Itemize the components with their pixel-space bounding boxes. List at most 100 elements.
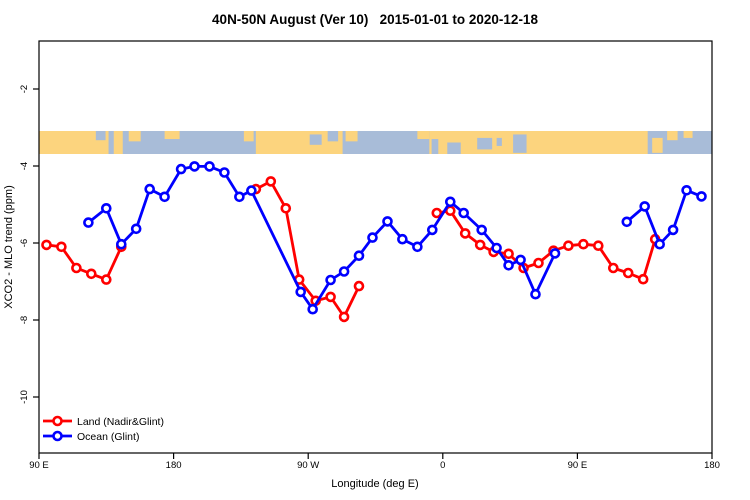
map-strip-land-segment	[128, 131, 141, 142]
series-line	[435, 209, 657, 281]
data-point-marker	[426, 224, 438, 236]
data-point-marker	[503, 259, 514, 271]
data-point-marker	[412, 241, 423, 253]
y-axis-tick-label: -4	[19, 162, 30, 170]
data-point-marker	[515, 254, 526, 266]
map-strip-land-segment	[243, 131, 254, 142]
data-point-marker	[592, 240, 604, 251]
legend-marker-sample	[52, 415, 63, 427]
map-strip-land-segment	[345, 131, 358, 142]
data-point-marker	[71, 262, 82, 274]
data-point-marker	[353, 280, 365, 292]
data-point-marker	[367, 232, 378, 243]
data-point-marker	[130, 223, 142, 235]
x-axis-title: Longitude (deg E)	[331, 478, 418, 490]
data-point-marker	[397, 233, 408, 245]
data-point-marker	[533, 257, 544, 269]
data-point-marker	[83, 217, 94, 228]
data-point-marker	[696, 191, 707, 202]
plot-border	[38, 40, 713, 454]
series-line	[254, 179, 361, 319]
y-axis-tick-label: -10	[19, 390, 30, 404]
data-point-marker	[530, 288, 541, 300]
series-line	[625, 188, 703, 246]
data-point-marker	[204, 161, 215, 172]
map-strip-water-patch	[309, 134, 322, 145]
data-point-marker	[338, 266, 350, 277]
data-point-marker	[86, 268, 97, 280]
legend-label-land: Land (Nadir&Glint)	[77, 416, 164, 428]
map-strip-land-segment	[417, 131, 430, 140]
data-point-marker	[56, 241, 67, 253]
data-point-marker	[101, 274, 112, 285]
x-axis-tick-label: 0	[440, 460, 445, 471]
data-point-marker	[338, 311, 350, 323]
data-point-marker	[41, 239, 52, 251]
map-strip-water-patch	[431, 139, 439, 154]
data-point-marker	[101, 203, 112, 214]
map-strip-land-segment	[113, 131, 123, 154]
x-axis-tick-label: 90 E	[568, 460, 588, 471]
map-strip-land-segment	[652, 137, 663, 153]
chart-generated-content: 90 E 180 90 W 0 90 E 180 -2 -4 -6 -8 -10	[19, 40, 720, 471]
data-point-marker	[491, 242, 502, 254]
map-strip-water-patch	[95, 131, 106, 141]
map-strip-land-segment	[667, 131, 678, 141]
map-strip-land-segment	[164, 131, 180, 140]
legend-marker-sample	[52, 430, 63, 442]
y-axis-title: XCO2 - MLO trend (ppm)	[3, 185, 15, 308]
x-axis-tick-label: 180	[166, 460, 182, 471]
data-point-marker	[295, 286, 307, 298]
data-point-marker	[459, 228, 471, 239]
map-strip-water-patch	[447, 142, 461, 154]
x-axis-tick-label: 90 W	[297, 460, 319, 471]
data-point-marker	[382, 216, 393, 227]
map-strip-land-segment	[683, 131, 693, 138]
data-point-marker	[175, 163, 187, 175]
data-point-marker	[280, 203, 292, 214]
data-point-marker	[622, 267, 634, 279]
data-point-marker	[681, 185, 692, 196]
data-point-marker	[639, 201, 651, 212]
map-strip-water-patch	[513, 134, 527, 153]
data-point-marker	[325, 274, 336, 286]
ocean-series	[83, 161, 707, 315]
data-point-marker	[621, 216, 633, 228]
data-point-marker	[116, 238, 127, 250]
data-point-marker	[637, 273, 649, 285]
data-point-marker	[353, 250, 365, 261]
map-strip-water-patch	[477, 137, 493, 150]
legend-label-ocean: Ocean (Glint)	[77, 431, 139, 443]
data-point-marker	[246, 185, 257, 196]
map-strip-land-segment	[429, 131, 648, 154]
data-point-marker	[458, 207, 470, 219]
data-point-marker	[159, 191, 170, 203]
map-strip-water-patch	[496, 137, 502, 146]
data-point-marker	[444, 196, 456, 208]
data-point-marker	[325, 291, 336, 303]
series-line	[87, 164, 557, 311]
data-point-marker	[431, 207, 443, 219]
data-point-marker	[578, 238, 589, 250]
data-point-marker	[307, 303, 319, 315]
data-point-marker	[219, 167, 230, 178]
data-point-marker	[563, 240, 574, 251]
map-strip-land-segment	[39, 131, 109, 154]
land-series	[41, 176, 661, 323]
y-axis-tick-label: -8	[19, 316, 30, 324]
x-axis-tick-label: 180	[704, 460, 720, 471]
data-point-marker	[144, 183, 155, 195]
data-point-marker	[607, 262, 619, 274]
map-strip-water-patch	[327, 131, 339, 142]
data-point-marker	[667, 224, 679, 236]
data-point-marker	[234, 191, 245, 203]
data-point-marker	[474, 239, 486, 251]
data-point-marker	[503, 248, 514, 260]
data-point-marker	[654, 238, 666, 250]
data-point-marker	[265, 176, 277, 187]
chart-title: 40N-50N August (Ver 10) 2015-01-01 to 20…	[212, 12, 538, 27]
y-axis-tick-label: -6	[19, 239, 30, 247]
data-point-marker	[189, 161, 200, 172]
